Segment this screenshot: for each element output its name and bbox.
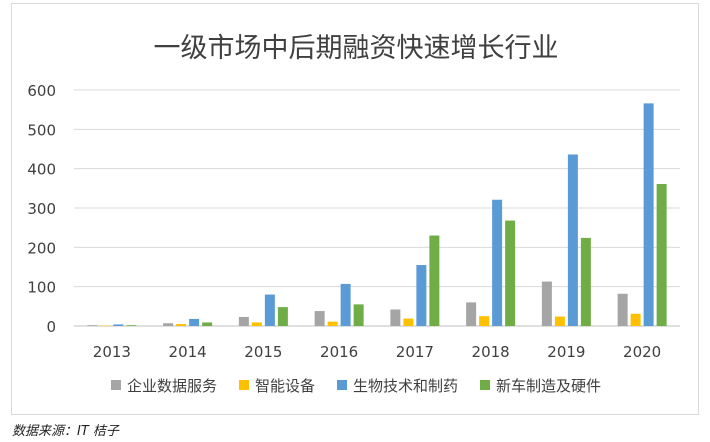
legend-label-4: 新车制造及硬件 (496, 377, 601, 395)
bar-2013-series-4 (126, 325, 137, 326)
y-tick-label-600: 600 (27, 82, 56, 100)
x-tick-label-2019: 2019 (547, 343, 585, 361)
legend-swatch-3 (337, 380, 347, 390)
bar-2020-series-4 (656, 184, 667, 326)
legend-label-1: 企业数据服务 (127, 377, 217, 395)
x-tick-label-2020: 2020 (623, 343, 661, 361)
x-tick-label-2015: 2015 (244, 343, 282, 361)
x-tick-label-2017: 2017 (396, 343, 434, 361)
legend-swatch-1 (110, 380, 121, 390)
legend-swatch-2 (238, 380, 249, 390)
y-tick-label-200: 200 (27, 239, 56, 257)
bar-2019-series-2 (554, 316, 565, 326)
bar-2020-series-1 (617, 293, 628, 326)
bar-2017-series-2 (403, 318, 414, 326)
legend-swatch-4 (480, 380, 491, 390)
bar-2019-series-4 (580, 237, 591, 326)
chart-svg: 一级市场中后期融资快速增长行业 0 100 200 300 400 500 600 2013 2… (27, 33, 680, 395)
bar-2020-series-2 (630, 313, 641, 326)
legend-label-2: 智能设备 (255, 377, 315, 395)
bar-2016-series-1 (314, 311, 325, 326)
bar-2015-series-2 (251, 322, 262, 326)
bar-2014-series-1 (163, 323, 174, 326)
bar-2013-series-1 (87, 325, 98, 326)
bar-2013-series-3 (113, 324, 124, 326)
x-tick-label-2018: 2018 (472, 343, 510, 361)
bar-2019-series-1 (541, 281, 552, 326)
x-tick-label-2016: 2016 (320, 343, 358, 361)
bar-2013-series-2 (100, 325, 111, 327)
y-tick-label-500: 500 (27, 121, 56, 139)
y-tick-label-300: 300 (27, 200, 56, 218)
bar-2015-series-1 (238, 316, 249, 326)
y-tick-label-0: 0 (46, 318, 56, 336)
bar-2019-series-3 (567, 154, 578, 326)
bar-2014-series-2 (176, 324, 187, 326)
bar-2018-series-3 (492, 199, 503, 326)
bar-2015-series-4 (277, 307, 288, 326)
bar-2014-series-4 (202, 322, 213, 326)
x-tick-label-2014: 2014 (169, 343, 207, 361)
bar-2020-series-3 (643, 103, 654, 326)
bar-2017-series-3 (416, 265, 427, 326)
bar-2016-series-3 (340, 283, 351, 326)
bar-2015-series-3 (264, 294, 275, 326)
y-tick-label-400: 400 (27, 161, 56, 179)
legend-label-3: 生物技术和制药 (353, 377, 458, 395)
bar-2017-series-4 (429, 235, 440, 326)
source-note: 数据来源：IT 桔子 (12, 424, 119, 439)
y-tick-label-100: 100 (27, 279, 56, 297)
bar-2017-series-1 (390, 309, 401, 326)
bar-2014-series-3 (189, 318, 200, 326)
bar-2018-series-2 (479, 316, 490, 326)
chart-title: 一级市场中后期融资快速增长行业 (154, 33, 559, 64)
chart-frame: 一级市场中后期融资快速增长行业 0 100 200 300 400 500 600 2013 2… (11, 3, 699, 415)
bar-2016-series-2 (327, 321, 338, 326)
bar-2016-series-4 (353, 304, 364, 326)
x-tick-label-2013: 2013 (93, 343, 131, 361)
bar-2018-series-4 (505, 220, 516, 326)
bar-2018-series-1 (466, 302, 477, 326)
